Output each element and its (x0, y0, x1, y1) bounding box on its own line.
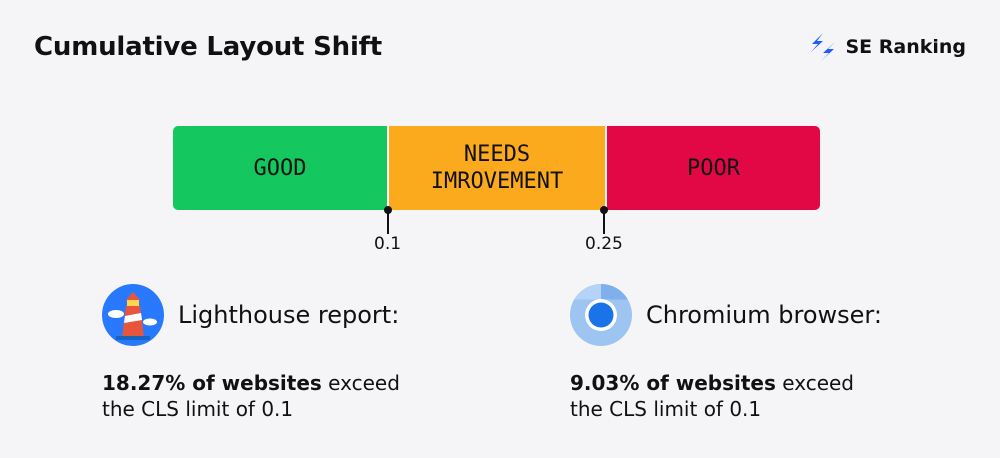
segment-needs-improvement: NEEDS IMROVEMENT (389, 126, 605, 210)
chromium-stat-line2: the CLS limit of 0.1 (570, 397, 762, 421)
lighthouse-title: Lighthouse report: (178, 301, 400, 329)
chromium-icon (570, 284, 632, 346)
segment-poor: POOR (607, 126, 820, 210)
chromium-stat-highlight: 9.03% of websites (570, 371, 776, 395)
chromium-title: Chromium browser: (646, 301, 882, 329)
threshold-label-0-1: 0.1 (374, 234, 402, 254)
brand: SE Ranking (809, 32, 966, 62)
threshold-marker-0-25 (599, 206, 609, 234)
lighthouse-stat-card: Lighthouse report: 18.27% of websites ex… (102, 284, 462, 422)
lighthouse-icon (102, 284, 164, 346)
threshold-label-0-25: 0.25 (585, 234, 623, 254)
lighthouse-stat-text: 18.27% of websites exceed the CLS limit … (102, 370, 462, 422)
chromium-stat-rest: exceed (775, 371, 855, 395)
segment-good: GOOD (173, 126, 387, 210)
brand-name: SE Ranking (845, 36, 966, 58)
lighthouse-stat-line2: the CLS limit of 0.1 (102, 397, 294, 421)
se-ranking-logo-icon (811, 33, 836, 61)
page-title: Cumulative Layout Shift (34, 32, 383, 62)
threshold-marker-0-1 (383, 206, 393, 234)
cls-scale-bar: GOOD NEEDS IMROVEMENT POOR (173, 126, 820, 210)
chromium-stat-card: Chromium browser: 9.03% of websites exce… (570, 284, 930, 422)
lighthouse-stat-rest: exceed (321, 371, 400, 395)
chromium-stat-text: 9.03% of websites exceed the CLS limit o… (570, 370, 930, 422)
lighthouse-stat-highlight: 18.27% of websites (102, 371, 322, 395)
